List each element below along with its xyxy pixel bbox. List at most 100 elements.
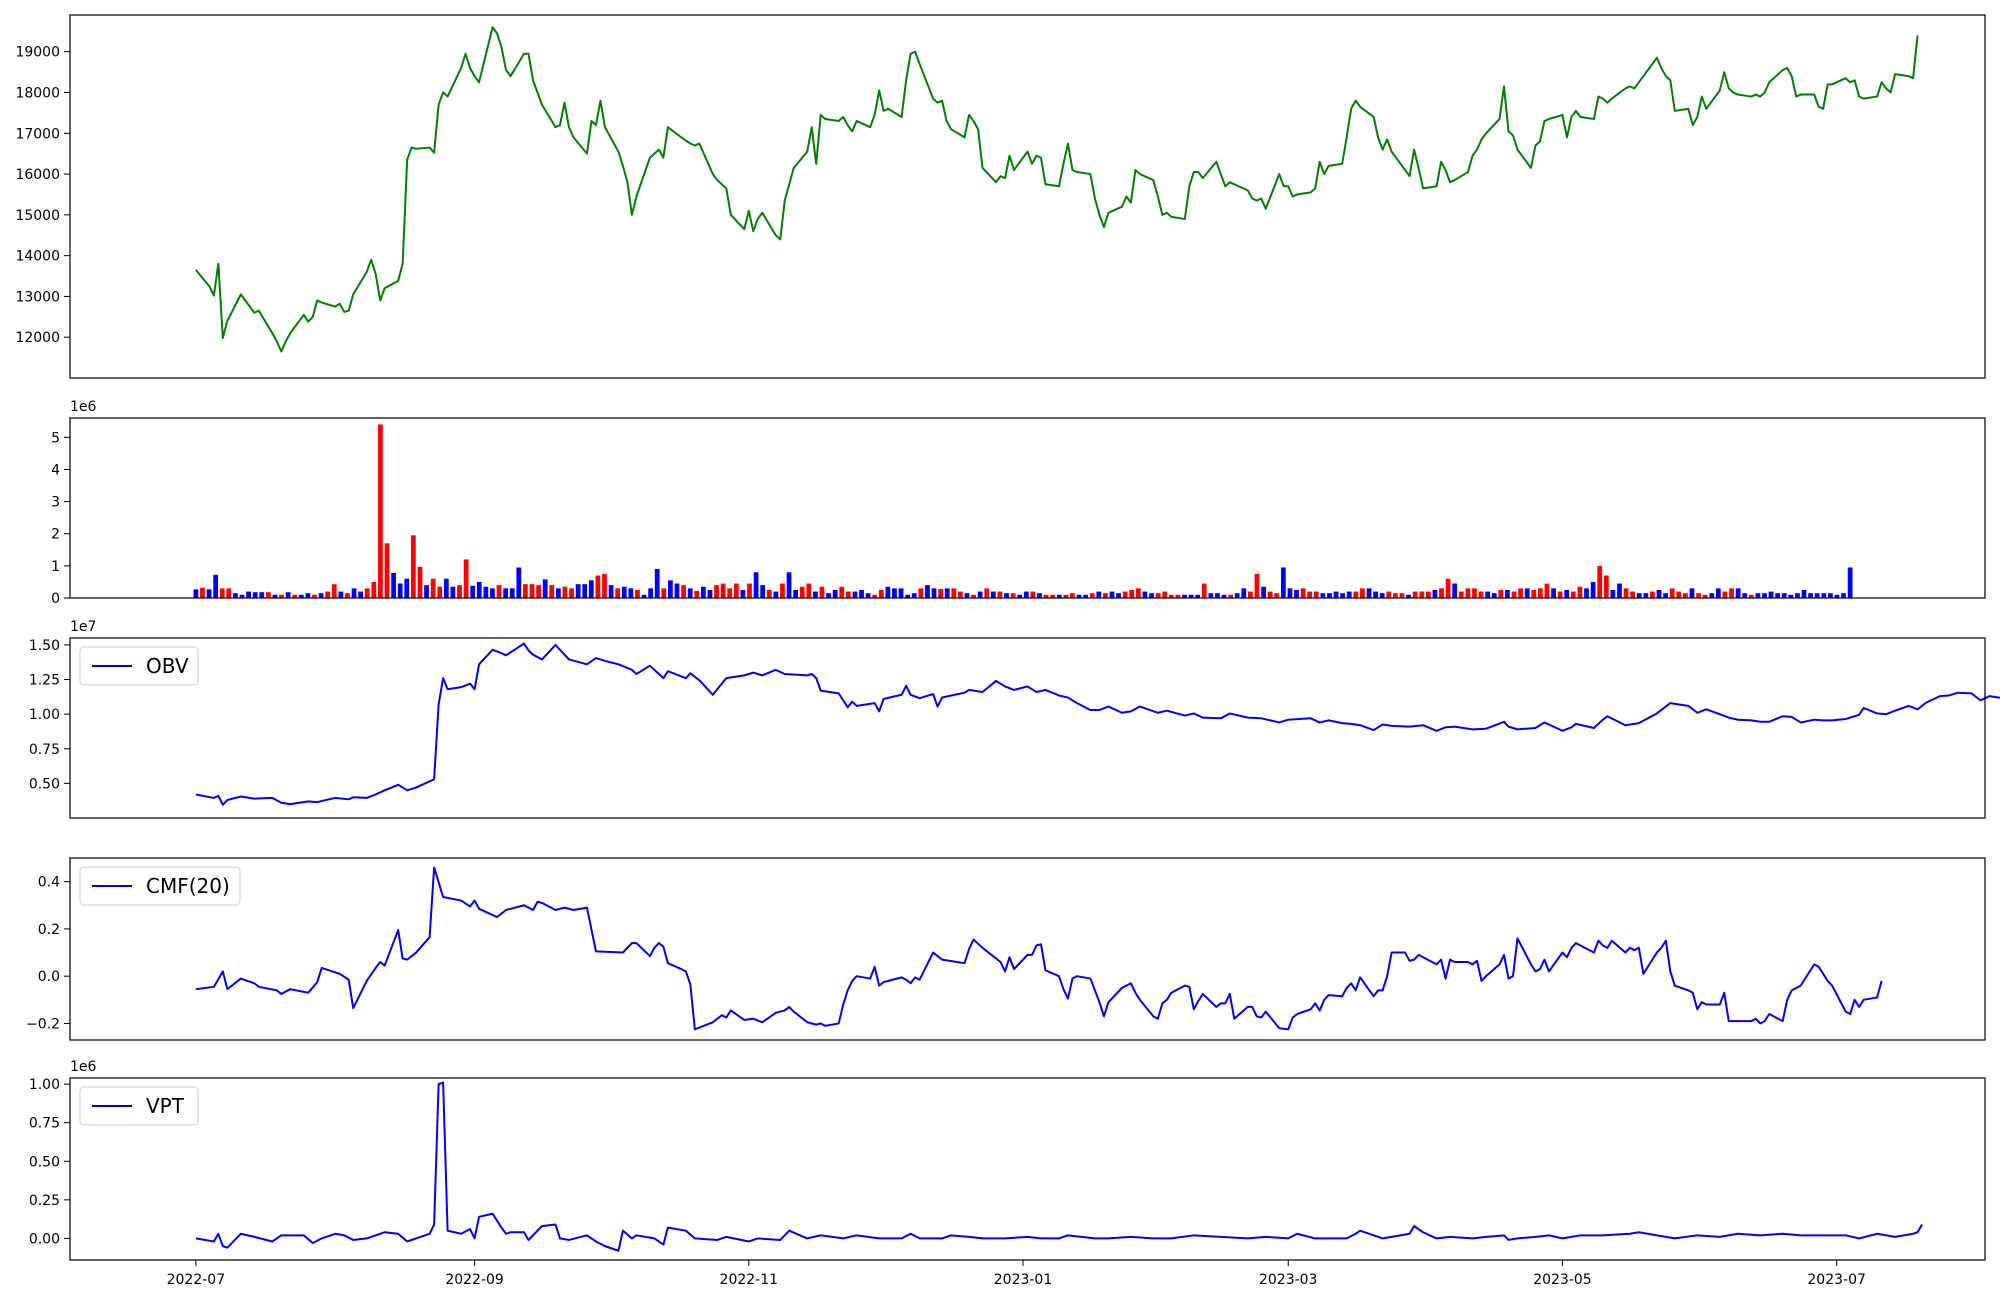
volume-bar [1498, 589, 1504, 598]
y-tick-label: 0.25 [29, 1193, 60, 1209]
volume-bar [338, 591, 344, 598]
y-tick-label: 16000 [15, 167, 60, 183]
volume-bar [845, 591, 851, 598]
volume-bar [872, 594, 878, 598]
legend-label: VPT [146, 1094, 185, 1118]
volume-bar [714, 585, 719, 598]
y-tick-label: 4 [51, 462, 60, 478]
volume-bar [1327, 593, 1332, 598]
volume-bar [358, 591, 364, 598]
volume-bar [1168, 594, 1174, 598]
volume-bar [602, 573, 607, 598]
volume-bar [410, 535, 416, 598]
volume-bar [1630, 591, 1636, 598]
volume-bar [206, 589, 212, 598]
x-tick-label: 2022-07 [167, 1272, 226, 1288]
volume-bar [648, 588, 654, 598]
volume-bar [1313, 591, 1319, 598]
volume-bar [384, 543, 390, 598]
volume-bar [298, 594, 304, 598]
volume-bar [397, 583, 403, 598]
volume-bar [1386, 591, 1392, 598]
volume-bar [1524, 588, 1530, 598]
volume-bar [1142, 591, 1148, 598]
volume-bar [1056, 594, 1062, 598]
volume-bar [1564, 589, 1570, 598]
volume-bar [575, 584, 581, 598]
volume-bar [424, 585, 429, 598]
y-tick-label: 2 [51, 527, 60, 543]
volume-bar [1735, 588, 1741, 598]
volume-bar [1320, 593, 1326, 598]
volume-bar [1531, 589, 1537, 598]
volume-bar [1808, 593, 1813, 598]
volume-bar [496, 585, 502, 598]
volume-bar [1603, 575, 1609, 598]
volume-bar [588, 580, 594, 598]
volume-bar [727, 588, 733, 598]
volume-bar [1801, 589, 1807, 598]
legend-box [79, 646, 199, 686]
volume-bar [523, 584, 528, 598]
volume-bar [1228, 594, 1233, 598]
volume-bar [958, 591, 963, 598]
volume-bar [219, 588, 225, 598]
volume-bar [1795, 593, 1800, 598]
volume-bar [1432, 589, 1438, 598]
volume-bar [1722, 591, 1728, 598]
y-tick-label: 0.75 [29, 742, 60, 758]
volume-bar [331, 584, 337, 598]
volume-bar [1004, 593, 1009, 598]
volume-bar [265, 592, 271, 598]
y-tick-label: 1.25 [29, 673, 60, 689]
volume-bar [1551, 588, 1556, 598]
volume-bar [1755, 593, 1761, 598]
volume-bar [944, 588, 950, 598]
panel-vpt: 0.00 0.25 0.50 0.75 1.00 1e6 VPT 2022-07 2022-09… [29, 1059, 1986, 1288]
volume-bar [1267, 591, 1273, 598]
volume-bar [898, 588, 904, 598]
volume-bar [608, 585, 614, 598]
volume-bar [984, 588, 990, 598]
volume-bar [1841, 593, 1846, 598]
legend-box [79, 1086, 199, 1126]
volume-bar [641, 594, 647, 598]
y-tick-label: 0.00 [29, 1231, 60, 1247]
volume-bar [1683, 593, 1688, 598]
volume-bar [799, 586, 805, 598]
y-tick-label: 5 [51, 430, 60, 446]
volume-bar [569, 588, 574, 598]
volume-bar [1122, 591, 1128, 598]
volume-bar [793, 589, 798, 598]
volume-bar [1742, 593, 1748, 598]
volume-bar [753, 572, 759, 598]
volume-bar [892, 588, 897, 598]
x-tick-label: 2023-03 [1259, 1272, 1318, 1288]
volume-bar [1287, 588, 1293, 598]
volume-bar [259, 592, 265, 598]
volume-bar [1241, 588, 1247, 598]
y-tick-label: 1.50 [29, 638, 60, 654]
y-tick-label: 12000 [15, 330, 60, 346]
volume-bar [1366, 588, 1372, 598]
volume-bar [483, 586, 489, 598]
volume-bar [1379, 593, 1385, 598]
y-tick-label: 0 [51, 591, 60, 607]
volume-bar [509, 588, 515, 598]
volume-bar [470, 585, 476, 598]
volume-bar [925, 585, 930, 598]
y-tick-label: 3 [51, 495, 60, 511]
volume-bar [1610, 589, 1616, 598]
volume-bar [318, 593, 324, 598]
volume-bar [1702, 594, 1708, 598]
volume-bar [621, 586, 627, 598]
axis-offset-label: 1e6 [70, 1059, 97, 1075]
volume-bar [1155, 593, 1161, 598]
volume-bar [1412, 591, 1418, 598]
volume-bar [345, 593, 350, 598]
volume-bar [1715, 588, 1721, 598]
panel-price: 12000 13000 14000 15000 16000 17000 18000 19000 [15, 14, 1986, 379]
panel-frame-cmf [69, 857, 1986, 1041]
volume-bar [272, 594, 278, 598]
volume-bar [1201, 583, 1207, 598]
